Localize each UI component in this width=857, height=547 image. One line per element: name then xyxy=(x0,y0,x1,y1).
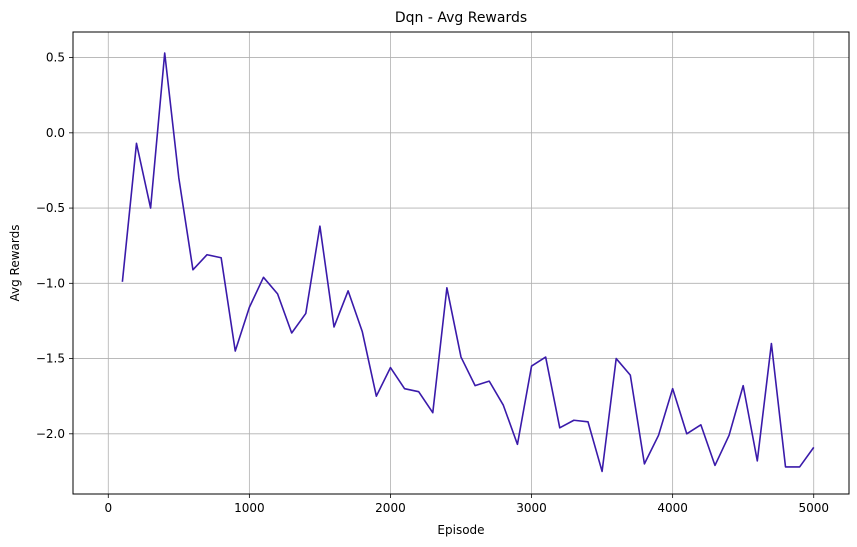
x-tick-label: 3000 xyxy=(516,501,547,515)
x-axis-ticks: 0 1000 2000 3000 4000 5000 xyxy=(104,494,829,515)
y-tick-label: −1.5 xyxy=(36,352,65,366)
chart-title: Dqn - Avg Rewards xyxy=(395,10,527,26)
x-tick-label: 2000 xyxy=(375,501,406,515)
series-line xyxy=(121,52,815,473)
y-tick-label: −1.0 xyxy=(36,276,65,290)
y-tick-label: 0.0 xyxy=(46,126,65,140)
grid xyxy=(73,32,849,494)
y-axis-ticks: 0.5 0.0 −0.5 −1.0 −1.5 −2.0 xyxy=(36,51,73,441)
y-tick-label: 0.5 xyxy=(46,51,65,65)
x-axis-label: Episode xyxy=(437,523,484,537)
y-axis-label: Avg Rewards xyxy=(8,225,22,302)
x-tick-label: 1000 xyxy=(234,501,265,515)
x-tick-label: 4000 xyxy=(657,501,688,515)
y-tick-label: −2.0 xyxy=(36,427,65,441)
plot-frame xyxy=(72,31,850,495)
x-tick-label: 0 xyxy=(104,501,112,515)
y-tick-label: −0.5 xyxy=(36,201,65,215)
x-tick-label: 5000 xyxy=(798,501,829,515)
series-group xyxy=(121,52,815,473)
